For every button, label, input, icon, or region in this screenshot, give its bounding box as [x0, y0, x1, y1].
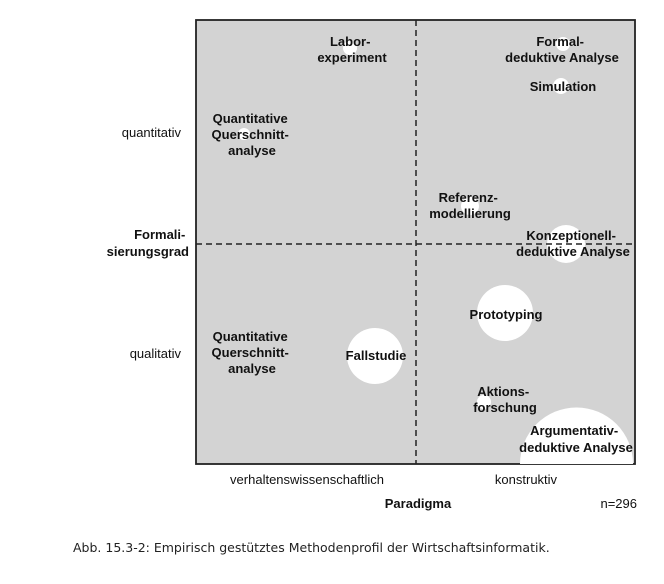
label-quantitative-querschnittanalyse-bottom: Quantitative Querschnitt- analyse — [212, 329, 293, 376]
y-axis-upper-label: quantitativ — [122, 125, 182, 140]
label-line: experiment — [317, 50, 387, 65]
label-line: Querschnitt- — [212, 345, 289, 360]
bubble-aktionsforschung — [477, 395, 491, 409]
x-axis-left-label: verhaltenswissenschaftlich — [230, 472, 384, 487]
label-line: Formal- — [536, 34, 584, 49]
label-line: Quantitative — [213, 111, 288, 126]
label-line: Fallstudie — [346, 348, 407, 363]
bubble-formal-deduktive-analyse — [556, 37, 570, 51]
bubble-referenzmodellierung — [461, 197, 479, 215]
y-axis-title-line: Formali- — [134, 227, 185, 242]
sample-size: n=296 — [600, 496, 637, 511]
label-prototyping: Prototyping — [470, 307, 543, 322]
label-line: deduktive Analyse — [505, 50, 619, 65]
bubble-prototyping — [477, 285, 533, 341]
label-konzeptionell-deduktive-analyse: Konzeptionell- deduktive Analyse — [516, 228, 630, 259]
label-line: Querschnitt- — [212, 127, 289, 142]
label-fallstudie: Fallstudie — [346, 348, 407, 363]
x-axis-title: Paradigma — [385, 496, 452, 511]
label-line: Quantitative — [213, 329, 288, 344]
label-argumentativ-deduktive-analyse: Argumentativ- deduktive Analyse — [519, 423, 633, 455]
bubble-fallstudie — [347, 328, 403, 384]
label-line: Argumentativ- — [530, 423, 618, 438]
label-referenzmodellierung: Referenz- modellierung — [429, 190, 511, 221]
figure-caption: Abb. 15.3-2: Empirisch gestütztes Method… — [73, 540, 550, 555]
y-axis-lower-label: qualitativ — [130, 346, 182, 361]
label-line: deduktive Analyse — [516, 244, 630, 259]
label-quantitative-querschnittanalyse-top: Quantitative Querschnitt- analyse — [212, 111, 293, 158]
label-line: forschung — [473, 400, 537, 415]
label-line: Simulation — [530, 79, 597, 94]
bubble-quant-querschnitt-top — [238, 128, 250, 140]
label-line: Referenz- — [439, 190, 498, 205]
label-line: deduktive Analyse — [519, 440, 633, 455]
label-line: Aktions- — [477, 384, 529, 399]
label-simulation: Simulation — [530, 79, 597, 94]
label-line: analyse — [228, 361, 276, 376]
x-axis-right-label: konstruktiv — [495, 472, 558, 487]
label-line: Prototyping — [470, 307, 543, 322]
y-axis-title-line: sierungsgrad — [107, 244, 189, 259]
label-line: modellierung — [429, 206, 511, 221]
y-axis-title: Formali- sierungsgrad — [107, 227, 189, 259]
bubble-laborexperiment — [343, 41, 357, 55]
label-laborexperiment: Labor- experiment — [317, 34, 387, 65]
label-aktionsforschung: Aktions- forschung — [473, 384, 537, 415]
label-formal-deduktive-analyse: Formal- deduktive Analyse — [505, 34, 619, 65]
label-line: Labor- — [330, 34, 370, 49]
bubble-argumentativ-deduktive-analyse — [520, 407, 633, 464]
label-line: Konzeptionell- — [526, 228, 616, 243]
bubble-simulation — [553, 78, 569, 94]
label-line: analyse — [228, 143, 276, 158]
